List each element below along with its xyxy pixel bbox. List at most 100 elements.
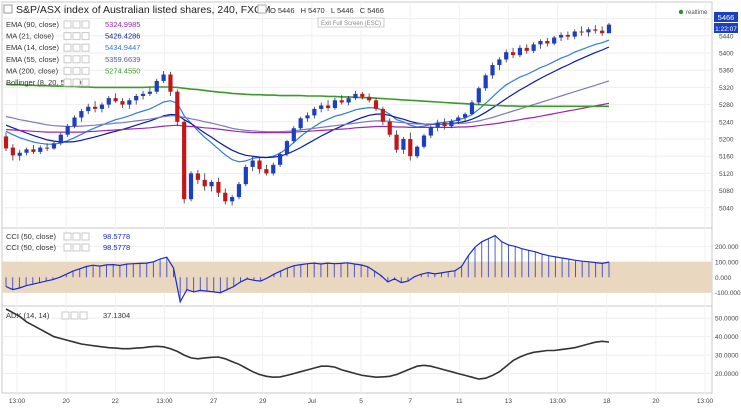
x-tick-label: 20 (652, 398, 660, 405)
adx-line (5, 308, 610, 380)
candle (51, 141, 57, 150)
indicator-visibility-icon[interactable] (72, 43, 81, 52)
price-y-tick: 5200 (719, 137, 734, 144)
adx-close-icon[interactable] (79, 311, 88, 320)
adx-y-tick: 50.0000 (715, 316, 739, 323)
candle (531, 42, 536, 53)
indicator-visibility-icon[interactable] (72, 32, 81, 41)
adx-visibility-icon[interactable] (70, 311, 79, 320)
candle (45, 143, 50, 152)
candle (175, 89, 180, 127)
indicator-visibility-icon[interactable] (72, 66, 81, 75)
cci-label-1: CCI (50, close) (6, 232, 57, 241)
indicator-visibility-icon[interactable] (72, 78, 81, 87)
candle (428, 125, 433, 139)
adx-settings-icon[interactable] (61, 311, 70, 320)
exit-fullscreen-button[interactable] (317, 17, 385, 28)
candle (195, 169, 200, 185)
cci-settings-icon-2[interactable] (63, 243, 72, 252)
candle (579, 26, 584, 36)
indicator-label: EMA (55, close) (6, 55, 59, 64)
price-y-tick: 5120 (719, 171, 734, 178)
candle (188, 171, 194, 202)
x-tick-label: 13:00 (9, 398, 26, 405)
candle (401, 136, 406, 155)
indicator-visibility-icon[interactable] (72, 55, 81, 64)
indicator-settings-icon[interactable] (63, 55, 72, 64)
indicator-settings-icon[interactable] (63, 32, 72, 41)
candle (79, 108, 84, 122)
candle (380, 106, 385, 126)
candle (72, 115, 77, 129)
candle (10, 144, 15, 161)
candle (538, 39, 543, 49)
ohlc-toggle-icon[interactable] (257, 4, 267, 14)
candle (277, 151, 283, 167)
candle (586, 27, 591, 37)
indicator-settings-icon[interactable] (63, 43, 72, 52)
symbol-toggle-icon[interactable] (3, 4, 13, 14)
cci-label-2: CCI (50, close) (6, 243, 57, 252)
candle (524, 44, 529, 54)
indicator-close-icon[interactable] (81, 20, 90, 29)
candle (483, 73, 488, 91)
cci-y-tick: 200.000 (715, 244, 739, 251)
cci-visibility-icon-2[interactable] (72, 243, 81, 252)
candle (24, 147, 29, 156)
adx-y-tick: 30.0000 (715, 353, 739, 360)
candle (360, 91, 365, 100)
indicator-label: Bollinger (8, 20, 50, 20) (6, 78, 84, 87)
candle (168, 71, 173, 96)
indicator-settings-icon[interactable] (63, 66, 72, 75)
indicator-label: EMA (90, close) (6, 20, 59, 29)
x-tick-label: 20 (63, 398, 71, 405)
candle (373, 97, 379, 112)
cci-close-icon-1[interactable] (81, 232, 90, 241)
indicator-close-icon[interactable] (81, 32, 90, 41)
x-tick-label: 29 (259, 398, 267, 405)
cci-value-1: 98.5778 (103, 232, 130, 241)
indicator-settings-icon[interactable] (63, 78, 72, 87)
countdown-label: 1:22:07 (715, 26, 737, 33)
indicator-settings-icon[interactable] (63, 20, 72, 29)
price-y-tick: 5080 (719, 188, 734, 195)
candle (565, 31, 570, 41)
candle (202, 173, 207, 191)
adx-y-tick: 40.0000 (715, 334, 739, 341)
indicator-value: 5426.4286 (105, 32, 140, 41)
indicator-close-icon[interactable] (81, 66, 90, 75)
cci-settings-icon-1[interactable] (63, 232, 72, 241)
candle (490, 62, 495, 79)
indicator-visibility-icon[interactable] (72, 20, 81, 29)
candle (230, 194, 235, 206)
ma-line (5, 83, 609, 108)
candle (510, 47, 516, 59)
cci-visibility-icon-1[interactable] (72, 232, 81, 241)
candle (86, 103, 91, 115)
candle (305, 112, 310, 122)
candle (545, 37, 550, 47)
candle (236, 182, 242, 200)
x-tick-label: 13:00 (697, 398, 714, 405)
cci-close-icon-2[interactable] (81, 243, 90, 252)
cci-y-tick: 100.000 (715, 259, 739, 266)
x-tick-label: Jul (308, 398, 317, 405)
last-price-label: 5466 (718, 13, 735, 22)
candle (332, 97, 338, 110)
candle (147, 87, 152, 96)
candle (250, 156, 255, 172)
candle (3, 132, 9, 152)
adx-panel[interactable] (1, 305, 713, 394)
adx-value: 37.1304 (103, 311, 130, 320)
indicator-close-icon[interactable] (81, 55, 90, 64)
indicator-label: MA (200, close) (6, 66, 59, 75)
candle (346, 96, 351, 106)
candle (58, 132, 63, 146)
indicator-close-icon[interactable] (81, 43, 90, 52)
indicator-close-icon[interactable] (81, 78, 90, 87)
candle (134, 93, 139, 105)
candle (257, 157, 262, 174)
candle (312, 106, 317, 119)
candle (182, 119, 187, 204)
